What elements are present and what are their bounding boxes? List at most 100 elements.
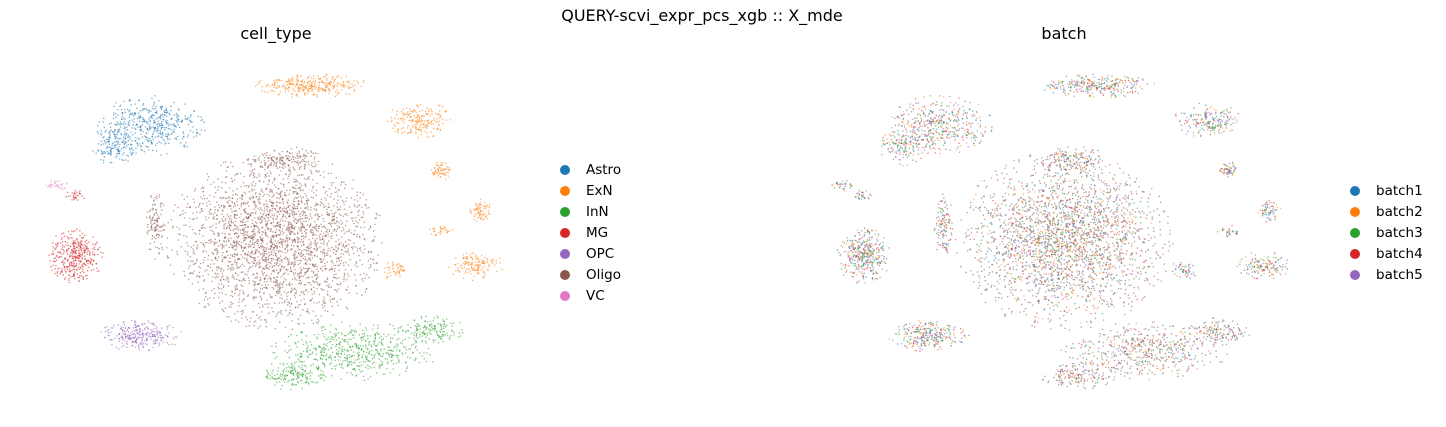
data-point <box>275 282 278 284</box>
data-point <box>254 241 256 244</box>
data-point <box>316 282 318 284</box>
data-point <box>291 186 294 188</box>
data-point <box>233 216 236 219</box>
data-point <box>241 280 243 282</box>
data-point <box>280 241 282 243</box>
data-point <box>250 255 252 257</box>
data-point <box>244 252 247 255</box>
data-point <box>274 246 276 248</box>
data-point <box>272 258 274 260</box>
data-point <box>297 322 299 325</box>
data-point <box>204 306 207 308</box>
data-point <box>323 239 325 241</box>
data-point <box>359 248 361 250</box>
data-point <box>279 246 281 248</box>
data-point <box>373 269 375 271</box>
data-point <box>262 248 265 250</box>
data-point <box>323 220 325 222</box>
data-point <box>286 259 288 261</box>
data-point <box>241 242 243 244</box>
data-point <box>298 227 300 229</box>
data-point <box>320 201 322 203</box>
data-point <box>262 306 264 308</box>
data-point <box>237 311 239 313</box>
data-point <box>340 253 342 255</box>
data-point <box>258 193 260 195</box>
data-point <box>206 269 208 271</box>
data-point <box>207 254 210 257</box>
data-point <box>248 325 250 327</box>
data-point <box>192 260 194 262</box>
data-point <box>272 225 275 227</box>
data-point <box>218 233 220 235</box>
data-point <box>333 205 335 207</box>
data-point <box>242 219 244 221</box>
data-point <box>199 202 201 205</box>
data-point <box>280 182 282 185</box>
data-point <box>308 239 310 241</box>
data-point <box>273 276 275 279</box>
data-point <box>287 304 289 306</box>
data-point <box>240 245 242 248</box>
data-point <box>276 222 278 224</box>
data-point <box>301 200 303 203</box>
data-point <box>202 275 204 277</box>
data-point <box>353 204 355 206</box>
data-point <box>230 205 232 207</box>
data-point <box>264 277 266 279</box>
data-point <box>302 257 304 260</box>
data-point <box>204 242 207 244</box>
data-point <box>315 213 317 216</box>
data-point <box>276 262 278 265</box>
data-point <box>239 225 241 227</box>
data-point <box>305 289 307 291</box>
data-point <box>279 209 281 211</box>
data-point <box>346 307 349 310</box>
data-point <box>251 237 253 239</box>
data-point <box>242 237 245 239</box>
data-point <box>271 205 273 207</box>
data-point <box>308 258 310 261</box>
data-point <box>214 249 216 251</box>
data-point <box>270 273 272 275</box>
data-point <box>302 213 305 215</box>
data-point <box>284 272 286 274</box>
data-point <box>235 228 237 231</box>
data-point <box>336 234 338 236</box>
data-point <box>309 230 311 232</box>
data-point <box>284 192 286 194</box>
data-point <box>340 214 342 217</box>
data-point <box>260 238 262 241</box>
data-point <box>286 227 288 229</box>
data-point <box>309 251 311 253</box>
data-point <box>293 198 295 200</box>
data-point <box>217 189 219 191</box>
data-point <box>313 208 315 210</box>
data-point <box>255 225 257 227</box>
data-point <box>326 194 329 196</box>
data-point <box>268 214 270 216</box>
data-point <box>211 280 213 283</box>
data-point <box>218 283 220 285</box>
data-point <box>305 311 307 313</box>
data-point <box>313 266 316 268</box>
data-point <box>274 235 276 237</box>
data-point <box>286 257 288 259</box>
data-point <box>237 237 239 239</box>
data-point <box>237 266 239 268</box>
data-point <box>314 274 316 277</box>
data-point <box>241 224 243 226</box>
data-point <box>295 219 298 221</box>
data-point <box>240 310 242 313</box>
data-point <box>199 229 201 231</box>
data-point <box>310 171 312 173</box>
data-point <box>270 190 272 193</box>
data-point <box>228 226 230 229</box>
data-point <box>296 237 298 239</box>
data-point <box>256 240 258 242</box>
data-point <box>271 307 273 309</box>
data-point <box>326 284 328 287</box>
data-point <box>278 287 281 289</box>
data-point <box>328 269 330 271</box>
data-point <box>278 198 280 200</box>
